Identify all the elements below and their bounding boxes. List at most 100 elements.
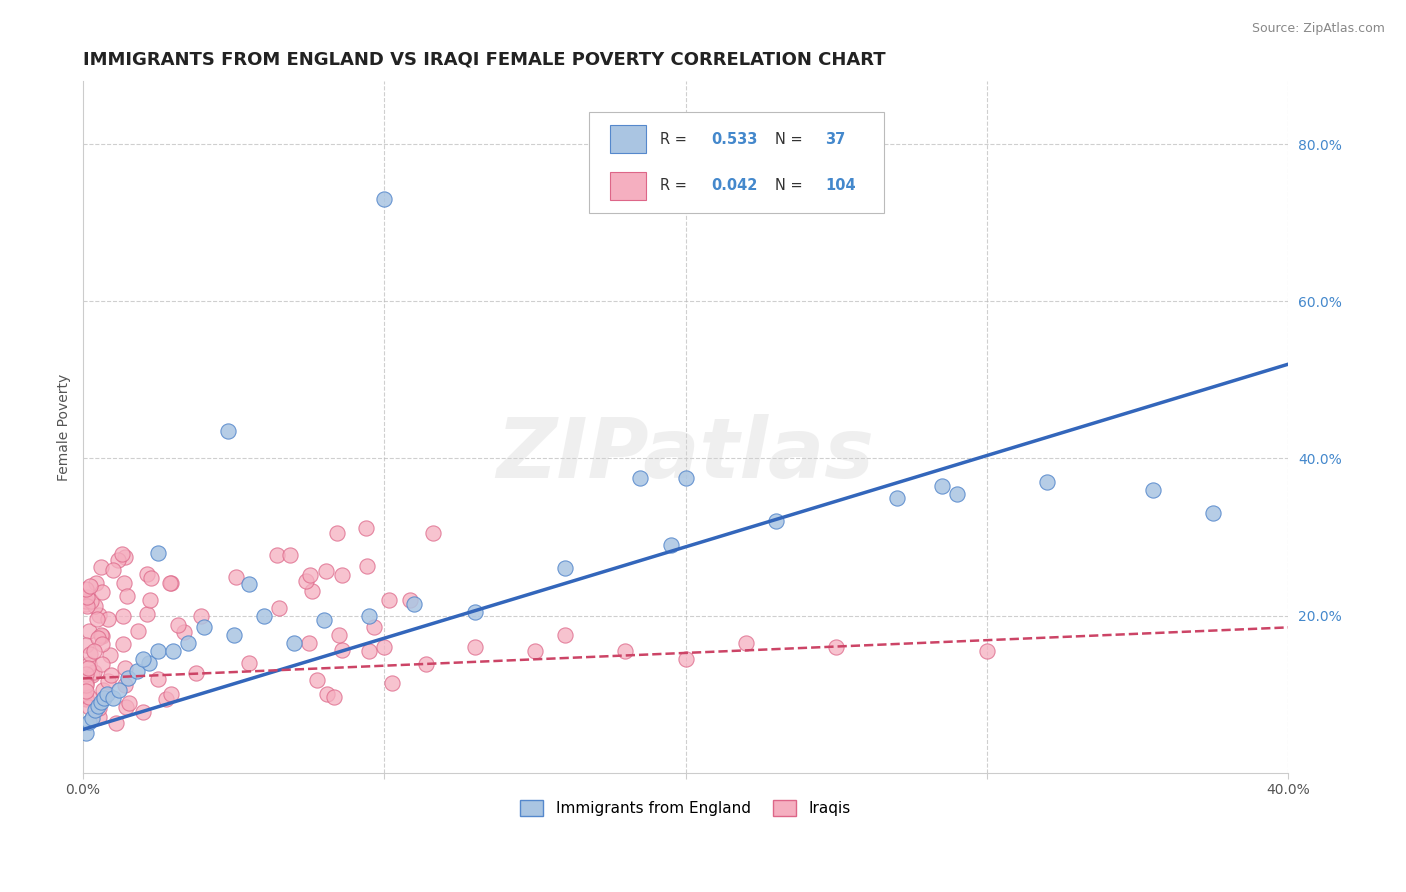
Point: [114, 661, 136, 675]
Point: [127, 664, 149, 678]
Point: [79, 579, 101, 593]
Point: [1036, 475, 1059, 489]
Point: [97, 612, 120, 626]
Text: 0.533: 0.533: [711, 132, 758, 147]
Point: [75, 597, 97, 611]
Point: [77, 714, 100, 729]
Point: [464, 640, 486, 654]
Point: [75, 676, 97, 690]
Point: [103, 563, 125, 577]
Point: [93, 691, 115, 706]
Point: [87, 631, 110, 645]
Point: [90, 559, 112, 574]
Point: [115, 700, 138, 714]
Point: [675, 652, 697, 666]
Point: [422, 525, 444, 540]
Point: [734, 636, 756, 650]
Point: [75, 638, 97, 652]
Point: [75, 594, 97, 608]
Point: [75, 684, 97, 698]
Point: [115, 589, 138, 603]
Point: [316, 687, 339, 701]
Point: [1142, 483, 1164, 497]
Point: [305, 673, 328, 687]
Point: [167, 618, 190, 632]
Point: [75, 726, 97, 740]
Point: [90, 627, 112, 641]
Point: [80, 668, 103, 682]
Point: [83, 665, 105, 679]
FancyBboxPatch shape: [610, 172, 645, 200]
Text: 0.042: 0.042: [711, 178, 758, 194]
Point: [330, 568, 353, 582]
Point: [356, 559, 378, 574]
Text: 104: 104: [825, 178, 856, 194]
Point: [628, 471, 651, 485]
Point: [89, 710, 111, 724]
Point: [141, 571, 163, 585]
Point: [114, 678, 136, 692]
Point: [111, 608, 134, 623]
Point: [238, 656, 260, 670]
Point: [87, 698, 110, 713]
Point: [84, 703, 107, 717]
Point: [399, 593, 422, 607]
Legend: Immigrants from England, Iraqis: Immigrants from England, Iraqis: [513, 793, 859, 824]
Point: [315, 565, 337, 579]
Y-axis label: Female Poverty: Female Poverty: [58, 374, 72, 481]
Point: [415, 657, 437, 672]
Point: [80, 711, 103, 725]
Point: [139, 593, 162, 607]
Text: R =: R =: [661, 132, 692, 147]
Point: [77, 657, 100, 672]
FancyBboxPatch shape: [610, 126, 645, 153]
Point: [298, 568, 321, 582]
Point: [76, 590, 98, 604]
FancyBboxPatch shape: [589, 112, 884, 212]
Point: [79, 690, 101, 705]
Point: [614, 644, 637, 658]
Point: [84, 575, 107, 590]
Point: [225, 569, 247, 583]
Text: Source: ZipAtlas.com: Source: ZipAtlas.com: [1251, 22, 1385, 36]
Point: [138, 656, 160, 670]
Point: [118, 696, 141, 710]
Point: [91, 629, 114, 643]
Point: [312, 613, 335, 627]
Point: [326, 526, 349, 541]
Point: [253, 608, 276, 623]
Point: [359, 608, 381, 623]
Point: [101, 691, 124, 706]
Point: [765, 514, 787, 528]
Point: [193, 620, 215, 634]
Point: [112, 576, 135, 591]
Point: [523, 644, 546, 658]
Text: ZIPatlas: ZIPatlas: [496, 414, 875, 495]
Point: [278, 549, 301, 563]
Point: [83, 643, 105, 657]
Point: [295, 574, 318, 588]
Point: [86, 612, 108, 626]
Point: [675, 471, 697, 485]
Point: [135, 567, 157, 582]
Point: [91, 657, 114, 672]
Text: N =: N =: [775, 132, 807, 147]
Point: [162, 644, 184, 658]
Point: [127, 624, 149, 639]
Point: [76, 599, 98, 614]
Point: [91, 636, 114, 650]
Text: IMMIGRANTS FROM ENGLAND VS IRAQI FEMALE POVERTY CORRELATION CHART: IMMIGRANTS FROM ENGLAND VS IRAQI FEMALE …: [83, 51, 886, 69]
Point: [89, 607, 111, 622]
Point: [112, 637, 135, 651]
Point: [323, 690, 346, 705]
Point: [464, 605, 486, 619]
Point: [217, 424, 239, 438]
Text: R =: R =: [661, 178, 692, 194]
Point: [77, 700, 100, 714]
Point: [87, 700, 110, 714]
Point: [825, 640, 848, 654]
Point: [111, 547, 134, 561]
Point: [363, 620, 385, 634]
Point: [96, 687, 118, 701]
Point: [90, 585, 112, 599]
